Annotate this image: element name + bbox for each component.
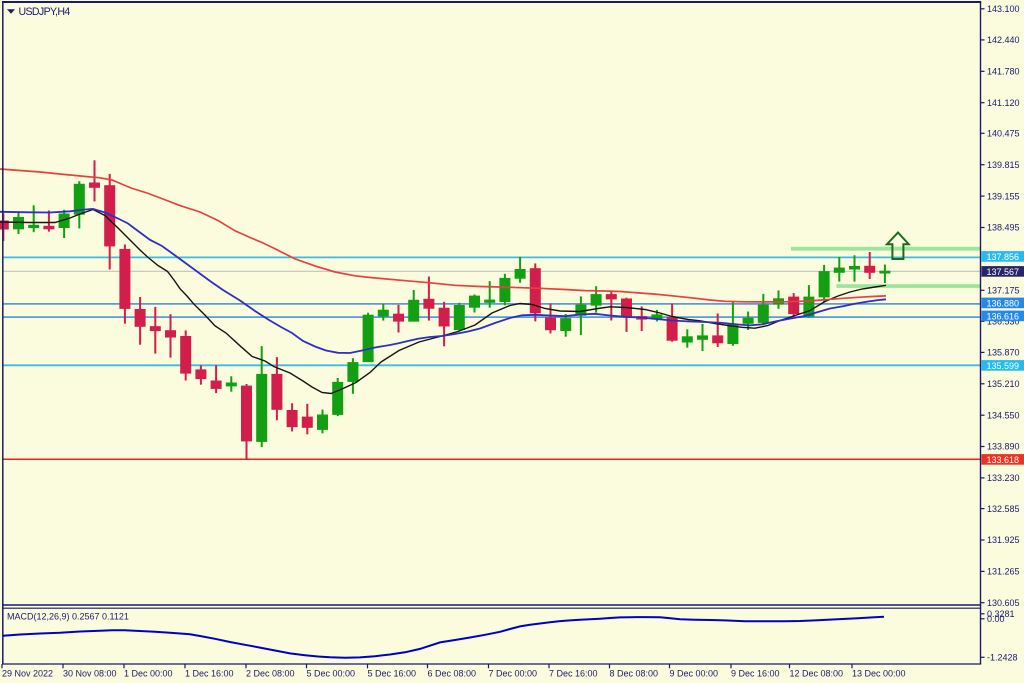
svg-text:135.599: 135.599 — [987, 361, 1020, 371]
svg-text:MACD(12,26,9) 0.2567 0.1121: MACD(12,26,9) 0.2567 0.1121 — [7, 612, 129, 622]
svg-text:140.475: 140.475 — [987, 129, 1020, 139]
svg-text:8 Dec 08:00: 8 Dec 08:00 — [610, 669, 659, 679]
svg-text:1 Dec 16:00: 1 Dec 16:00 — [185, 669, 234, 679]
svg-text:USDJPY,H4: USDJPY,H4 — [19, 6, 71, 18]
svg-text:13 Dec 00:00: 13 Dec 00:00 — [852, 669, 906, 679]
svg-text:138.495: 138.495 — [987, 223, 1020, 233]
svg-text:139.815: 139.815 — [987, 160, 1020, 170]
svg-text:9 Dec 00:00: 9 Dec 00:00 — [670, 669, 719, 679]
svg-text:130.605: 130.605 — [987, 598, 1020, 608]
svg-text:5 Dec 16:00: 5 Dec 16:00 — [368, 669, 417, 679]
svg-text:137.175: 137.175 — [987, 286, 1020, 296]
svg-text:30 Nov 08:00: 30 Nov 08:00 — [63, 669, 117, 679]
svg-text:139.155: 139.155 — [987, 191, 1020, 201]
svg-text:132.585: 132.585 — [987, 504, 1020, 514]
svg-text:-1.2428: -1.2428 — [987, 653, 1018, 663]
svg-text:6 Dec 08:00: 6 Dec 08:00 — [428, 669, 477, 679]
svg-text:133.230: 133.230 — [987, 473, 1020, 483]
svg-text:133.890: 133.890 — [987, 442, 1020, 452]
svg-text:142.440: 142.440 — [987, 35, 1020, 45]
svg-text:141.120: 141.120 — [987, 98, 1020, 108]
svg-text:136.530: 136.530 — [987, 317, 1020, 327]
svg-text:143.100: 143.100 — [987, 4, 1020, 14]
svg-text:5 Dec 00:00: 5 Dec 00:00 — [307, 669, 356, 679]
svg-text:12 Dec 08:00: 12 Dec 08:00 — [790, 669, 844, 679]
svg-text:133.618: 133.618 — [987, 455, 1020, 465]
svg-text:137.856: 137.856 — [987, 252, 1020, 262]
svg-text:135.210: 135.210 — [987, 379, 1020, 389]
svg-text:1 Dec 00:00: 1 Dec 00:00 — [124, 669, 173, 679]
svg-text:2 Dec 08:00: 2 Dec 08:00 — [246, 669, 295, 679]
svg-text:135.870: 135.870 — [987, 348, 1020, 358]
svg-text:141.780: 141.780 — [987, 67, 1020, 77]
svg-text:131.925: 131.925 — [987, 535, 1020, 545]
svg-text:137.567: 137.567 — [987, 267, 1020, 277]
svg-text:131.265: 131.265 — [987, 567, 1020, 577]
svg-text:7 Dec 00:00: 7 Dec 00:00 — [489, 669, 538, 679]
svg-text:0.3281: 0.3281 — [987, 609, 1015, 619]
svg-text:136.616: 136.616 — [987, 311, 1020, 321]
svg-text:9 Dec 16:00: 9 Dec 16:00 — [731, 669, 780, 679]
svg-text:7 Dec 16:00: 7 Dec 16:00 — [549, 669, 598, 679]
svg-text:29 Nov 2022: 29 Nov 2022 — [2, 669, 53, 679]
svg-text:0.00: 0.00 — [987, 614, 1005, 624]
svg-text:136.880: 136.880 — [987, 298, 1020, 308]
svg-text:134.550: 134.550 — [987, 410, 1020, 420]
